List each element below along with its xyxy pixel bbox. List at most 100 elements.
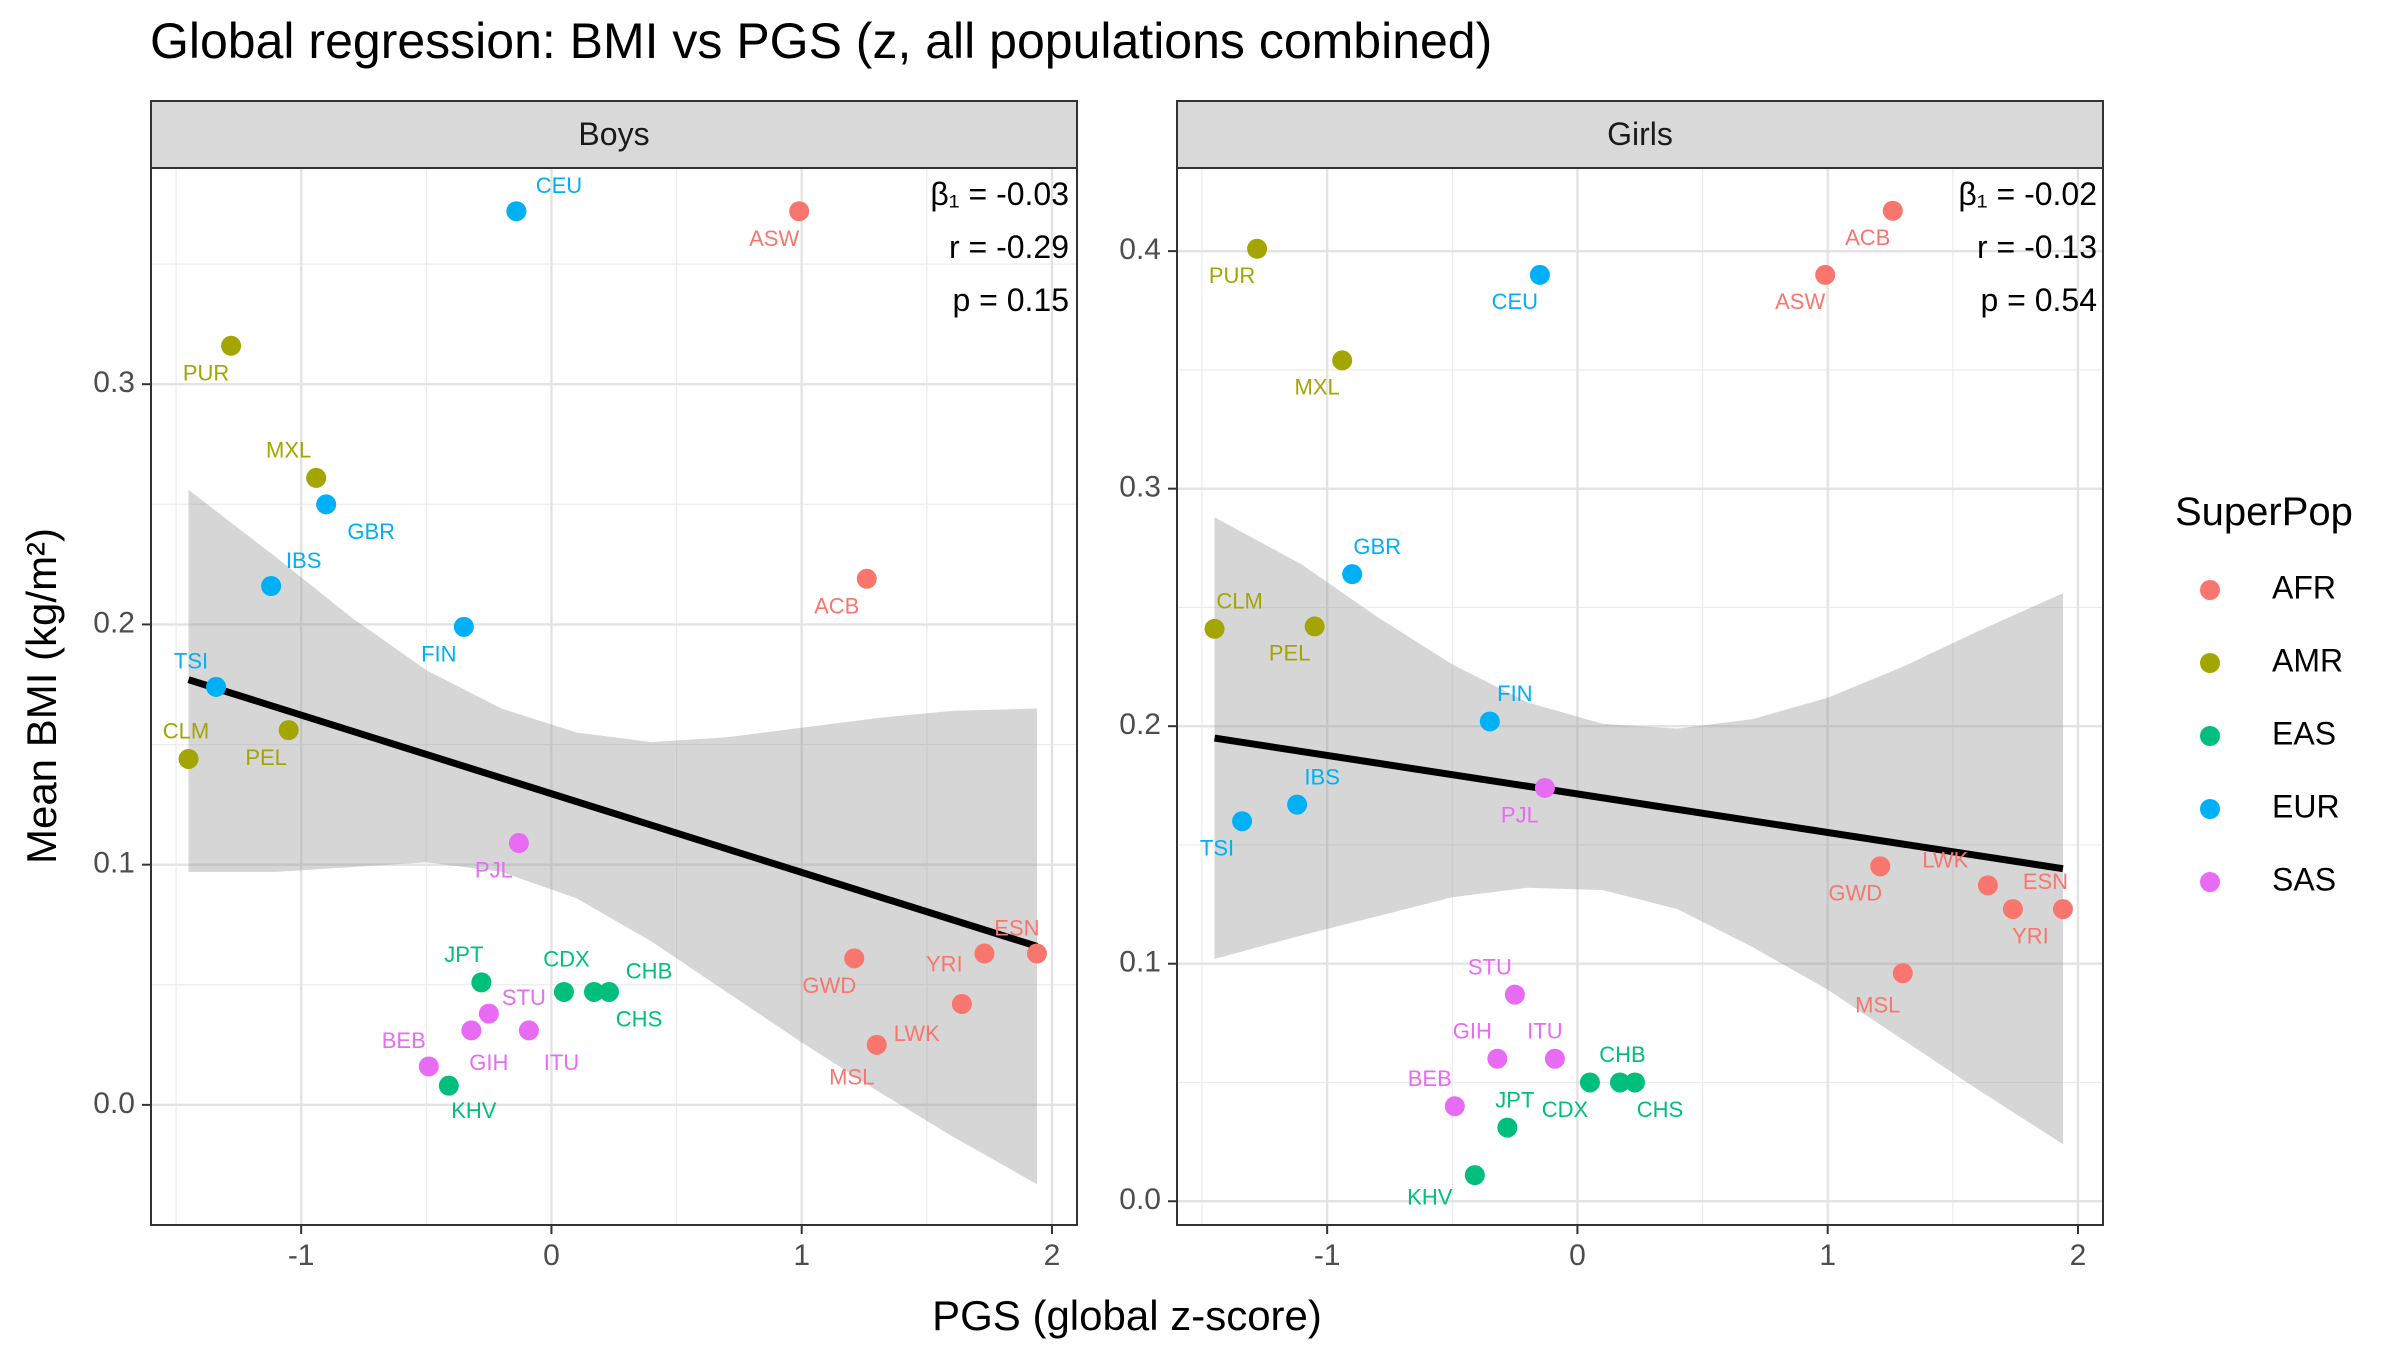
point-jpt — [471, 972, 492, 993]
point-gih — [1487, 1048, 1508, 1069]
point-label-yri: YRI — [2012, 923, 2049, 948]
panel-border-boys — [150, 167, 1078, 1226]
point-label-stu: STU — [1468, 954, 1512, 979]
strip-background — [150, 100, 1078, 169]
point-label-ceu: CEU — [1492, 289, 1538, 314]
grid-boys — [151, 168, 1077, 1226]
legend-label-amr: AMR — [2272, 642, 2343, 678]
confidence-band-boys — [188, 489, 1037, 1185]
y-tick-label: 0.3 — [1119, 471, 1161, 504]
point-label-gbr: GBR — [347, 519, 395, 544]
confidence-band — [188, 489, 1037, 1185]
point-itu — [518, 1020, 539, 1041]
panel-boys: Boys ASW ACB ESN YRI GWD LWK MSL PUR MXL CLM PEL CE… — [93, 100, 1078, 1272]
x-tick-label: 0 — [1569, 1239, 1586, 1272]
points-boys — [178, 201, 1047, 1096]
point-label-chs: CHS — [616, 1007, 662, 1032]
stats-boys: β₁ = -0.03 r = -0.29 p = 0.15 — [930, 176, 1069, 318]
point-khv — [438, 1075, 459, 1096]
stats-girls: β₁ = -0.02 r = -0.13 p = 0.54 — [1958, 176, 2097, 318]
point-tsi — [206, 676, 227, 697]
x-tick-label: 2 — [2070, 1239, 2087, 1272]
legend: SuperPop AFR AMR EAS EUR SAS — [2175, 490, 2353, 897]
strip-label-girls: Girls — [1607, 116, 1673, 152]
legend-label-afr: AFR — [2272, 569, 2336, 605]
stat-p-boys: p = 0.15 — [952, 282, 1069, 318]
point-label-esn: ESN — [994, 915, 1039, 940]
plot-panel-girls — [1177, 168, 2103, 1225]
point-label-clm: CLM — [1216, 588, 1262, 613]
point-label-gih: GIH — [1453, 1018, 1492, 1043]
point-label-lwk: LWK — [894, 1021, 940, 1046]
point-tsi — [1232, 811, 1253, 832]
point-pel — [1304, 616, 1325, 637]
point-label-beb: BEB — [382, 1028, 426, 1053]
confidence-band — [1214, 517, 2063, 1145]
point-label-chb: CHB — [626, 959, 672, 984]
y-tick-label: 0.4 — [1119, 233, 1161, 266]
y-tick-label: 0.2 — [93, 606, 135, 639]
point-lwk — [1977, 875, 1998, 896]
x-axis-title: PGS (global z-score) — [932, 1292, 1322, 1339]
point-labels-girls: ACB ASW GWD LWK YRI ESN MSL PUR MXL CLM PEL CEU GBR F… — [1200, 225, 2068, 1210]
point-mxl — [1332, 350, 1353, 371]
legend-key-eur — [2200, 799, 2220, 819]
y-tick-label: 0.0 — [93, 1087, 135, 1120]
point-label-gwd: GWD — [802, 973, 856, 998]
point-label-jpt: JPT — [444, 942, 483, 967]
axes-girls: -1 0 1 2 0.0 0.1 0.2 0.3 0.4 — [1119, 233, 2086, 1272]
point-gwd — [1870, 856, 1891, 877]
y-tick-label: 0.3 — [93, 366, 135, 399]
point-label-chb: CHB — [1599, 1042, 1645, 1067]
x-tick-label: -1 — [288, 1239, 315, 1272]
point-label-gwd: GWD — [1828, 881, 1882, 906]
legend-key-afr — [2200, 580, 2220, 600]
point-yri — [974, 943, 995, 964]
point-label-fin: FIN — [1497, 681, 1532, 706]
point-ceu — [1529, 264, 1550, 285]
point-clm — [1204, 618, 1225, 639]
point-lwk — [951, 993, 972, 1014]
point-label-pur: PUR — [1209, 263, 1255, 288]
y-tick-label: 0.0 — [1119, 1183, 1161, 1216]
point-label-pel: PEL — [1269, 641, 1311, 666]
x-tick-label: 1 — [793, 1239, 810, 1272]
confidence-band-girls — [1214, 517, 2063, 1145]
legend-label-eas: EAS — [2272, 715, 2336, 751]
panel-girls: Girls ACB ASW GWD LWK YRI ESN MSL PUR MXL CLM PEL C… — [1119, 100, 2104, 1272]
point-label-mxl: MXL — [266, 437, 311, 462]
x-tick-label: 1 — [1819, 1239, 1836, 1272]
point-chb — [598, 981, 619, 1002]
chart-title: Global regression: BMI vs PGS (z, all po… — [150, 13, 1492, 69]
y-tick-label: 0.2 — [1119, 708, 1161, 741]
point-label-ceu: CEU — [536, 173, 582, 198]
point-label-msl: MSL — [829, 1064, 874, 1089]
stat-beta-boys: β₁ = -0.03 — [930, 176, 1069, 212]
point-label-gih: GIH — [469, 1050, 508, 1075]
point-beb — [418, 1056, 439, 1077]
x-tick-label: 0 — [543, 1239, 560, 1272]
point-ceu — [506, 201, 527, 222]
point-label-mxl: MXL — [1295, 375, 1340, 400]
point-label-tsi: TSI — [174, 649, 208, 674]
regression-line-boys — [187, 676, 1039, 950]
x-tick-label: 2 — [1044, 1239, 1061, 1272]
point-gbr — [316, 494, 337, 515]
stat-beta-girls: β₁ = -0.02 — [1958, 176, 2097, 212]
point-label-cdx: CDX — [543, 947, 590, 972]
point-clm — [178, 748, 199, 769]
point-label-pel: PEL — [245, 745, 287, 770]
point-label-tsi: TSI — [1200, 836, 1234, 861]
stat-r-girls: r = -0.13 — [1977, 229, 2097, 265]
point-jpt — [1497, 1117, 1518, 1138]
grid-girls — [1177, 168, 2103, 1225]
point-label-acb: ACB — [1845, 225, 1890, 250]
point-label-chs: CHS — [1637, 1097, 1683, 1122]
point-asw — [1815, 264, 1836, 285]
point-gbr — [1342, 564, 1363, 585]
point-label-ibs: IBS — [286, 548, 321, 573]
axes-boys: -1 0 1 2 0.0 0.1 0.2 0.3 — [93, 366, 1060, 1272]
point-label-jpt: JPT — [1495, 1087, 1534, 1112]
point-label-lwk: LWK — [1922, 847, 1968, 872]
point-label-fin: FIN — [421, 641, 456, 666]
